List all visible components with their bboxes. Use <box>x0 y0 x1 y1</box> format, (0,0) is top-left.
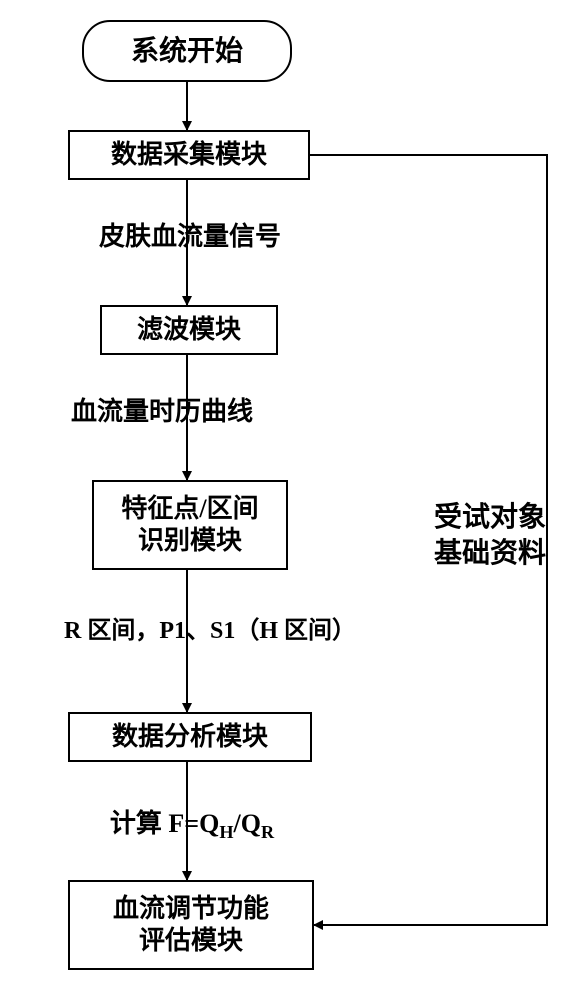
node-data-analysis: 数据分析模块 <box>68 712 312 762</box>
edge-label-skin-bloodflow: 皮肤血流量信号 <box>60 220 320 254</box>
node-start: 系统开始 <box>82 20 292 82</box>
edge-label-subject-info: 受试对象 基础资料 <box>400 500 580 573</box>
node-evaluation: 血流调节功能 评估模块 <box>68 880 314 970</box>
edge-label-intervals: R 区间，P1、S1（H 区间） <box>10 616 410 647</box>
flowchart-canvas: 系统开始 数据采集模块 滤波模块 特征点/区间 识别模块 数据分析模块 血流调节… <box>0 0 587 1000</box>
node-filter: 滤波模块 <box>100 305 278 355</box>
edge-label-time-history: 血流量时历曲线 <box>32 395 292 429</box>
edge-label-formula: 计算 F=QH/QR <box>62 807 322 845</box>
node-feature-detect: 特征点/区间 识别模块 <box>92 480 288 570</box>
node-data-acquisition: 数据采集模块 <box>68 130 310 180</box>
